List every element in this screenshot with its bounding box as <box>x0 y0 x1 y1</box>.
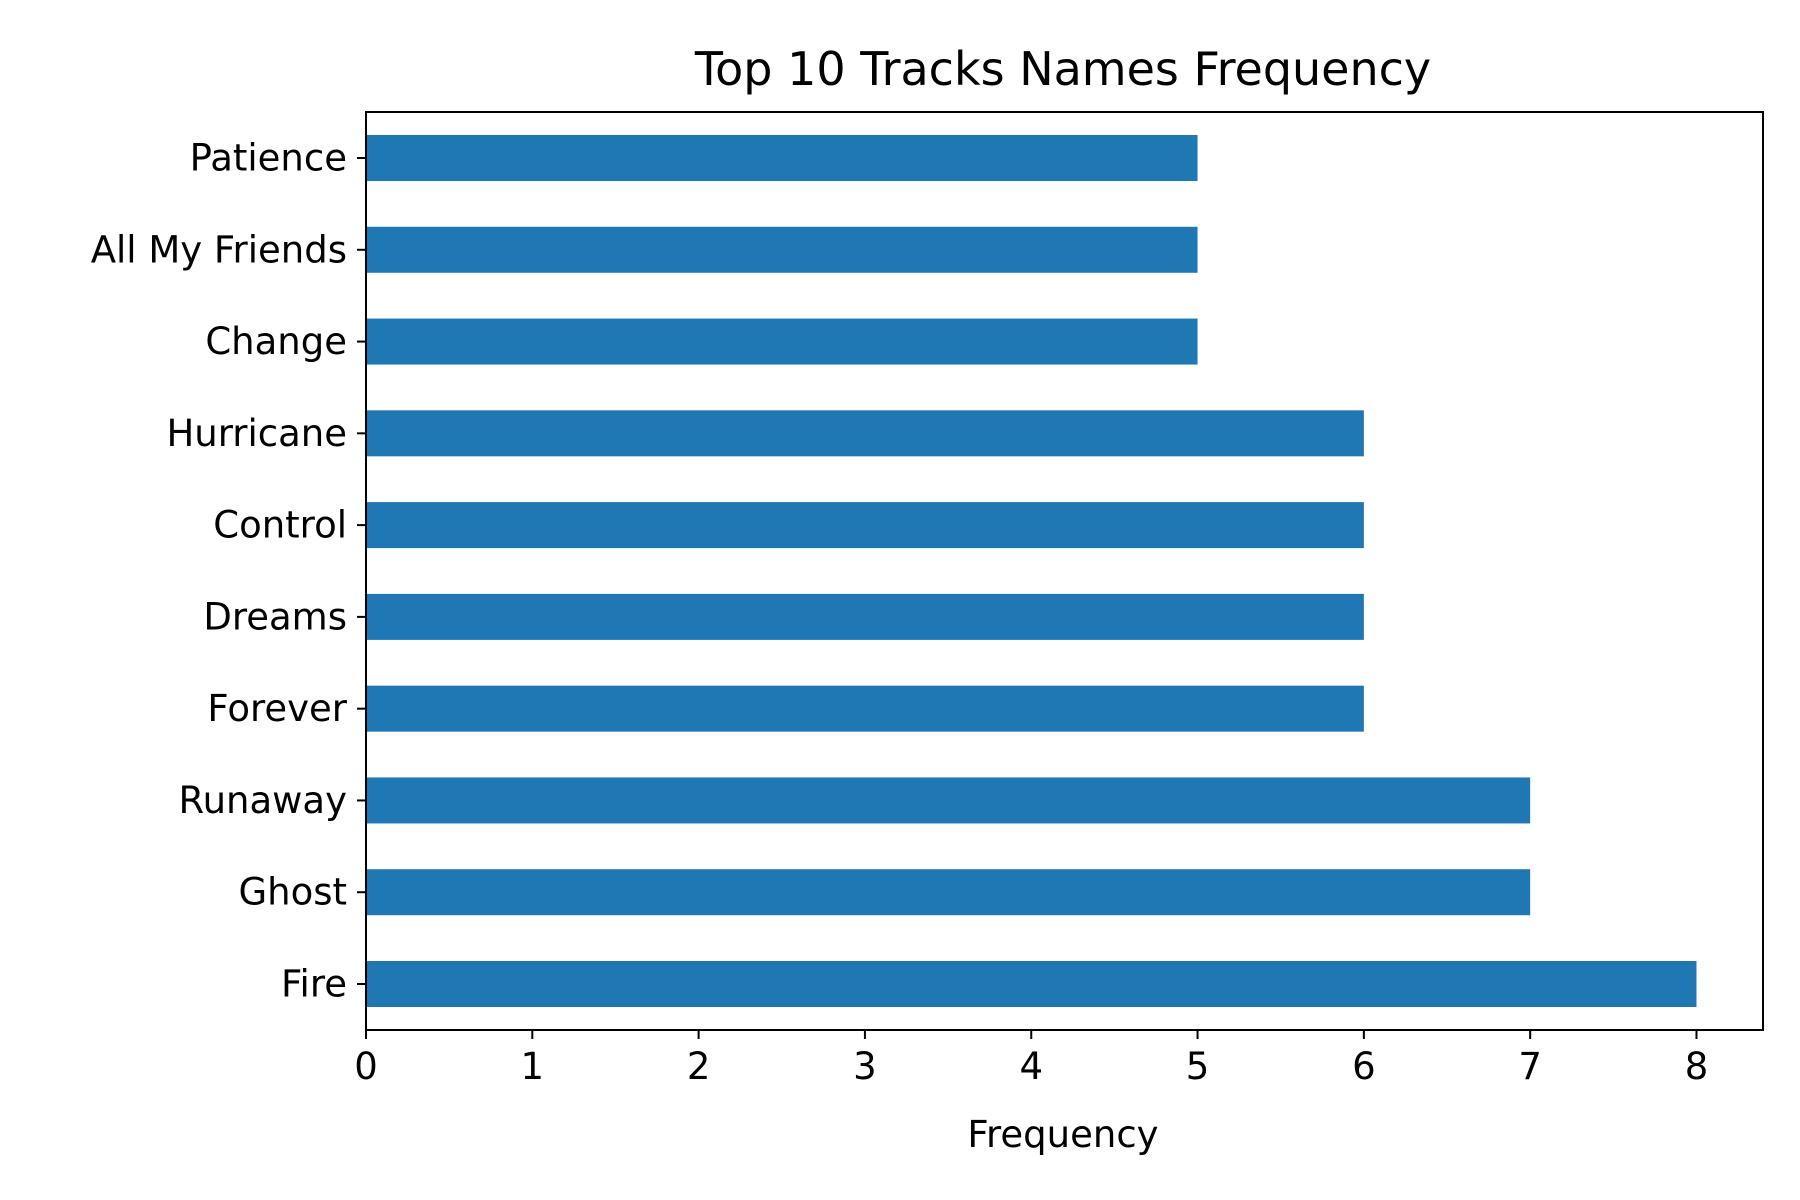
bar-control <box>366 502 1364 549</box>
y-tick-label-dreams: Dreams <box>203 595 347 638</box>
bar-change <box>366 318 1198 365</box>
x-tick-label-3: 3 <box>853 1045 877 1088</box>
y-axis: Fire Ghost Runaway Forever Dreams Control Hurr… <box>91 137 366 1006</box>
bar-runaway <box>366 777 1531 824</box>
x-tick-label-8: 8 <box>1685 1045 1709 1088</box>
y-tick-label-ghost: Ghost <box>238 871 347 914</box>
x-axis: 0 1 2 3 4 5 6 7 8 <box>354 1030 1708 1088</box>
bar-dreams <box>366 593 1364 640</box>
y-tick-label-hurricane: Hurricane <box>166 412 347 455</box>
bar-forever <box>366 685 1364 732</box>
y-tick-label-change: Change <box>205 320 347 363</box>
x-tick-label-0: 0 <box>354 1045 378 1088</box>
bar-ghost <box>366 869 1531 916</box>
bar-fire <box>366 961 1697 1007</box>
plot-frame <box>365 111 1764 1031</box>
bar-hurricane <box>366 410 1364 457</box>
y-tick-label-forever: Forever <box>207 687 347 730</box>
x-tick-label-1: 1 <box>521 1045 545 1088</box>
x-tick-label-6: 6 <box>1352 1045 1376 1088</box>
y-tick-label-all-my-friends: All My Friends <box>91 228 347 271</box>
x-tick-label-2: 2 <box>687 1045 711 1088</box>
y-tick-label-patience: Patience <box>190 137 347 180</box>
x-tick-label-7: 7 <box>1518 1045 1542 1088</box>
y-tick-label-control: Control <box>213 504 347 547</box>
bar-all-my-friends <box>366 226 1198 273</box>
bar-patience <box>366 135 1198 181</box>
x-tick-label-5: 5 <box>1186 1045 1210 1088</box>
x-axis-label: Frequency <box>967 1113 1158 1156</box>
bars-layer <box>366 135 1697 1007</box>
chart-title: Top 10 Tracks Names Frequency <box>694 42 1431 96</box>
y-tick-label-fire: Fire <box>281 963 347 1006</box>
x-tick-label-4: 4 <box>1019 1045 1043 1088</box>
y-tick-label-runaway: Runaway <box>179 779 347 822</box>
